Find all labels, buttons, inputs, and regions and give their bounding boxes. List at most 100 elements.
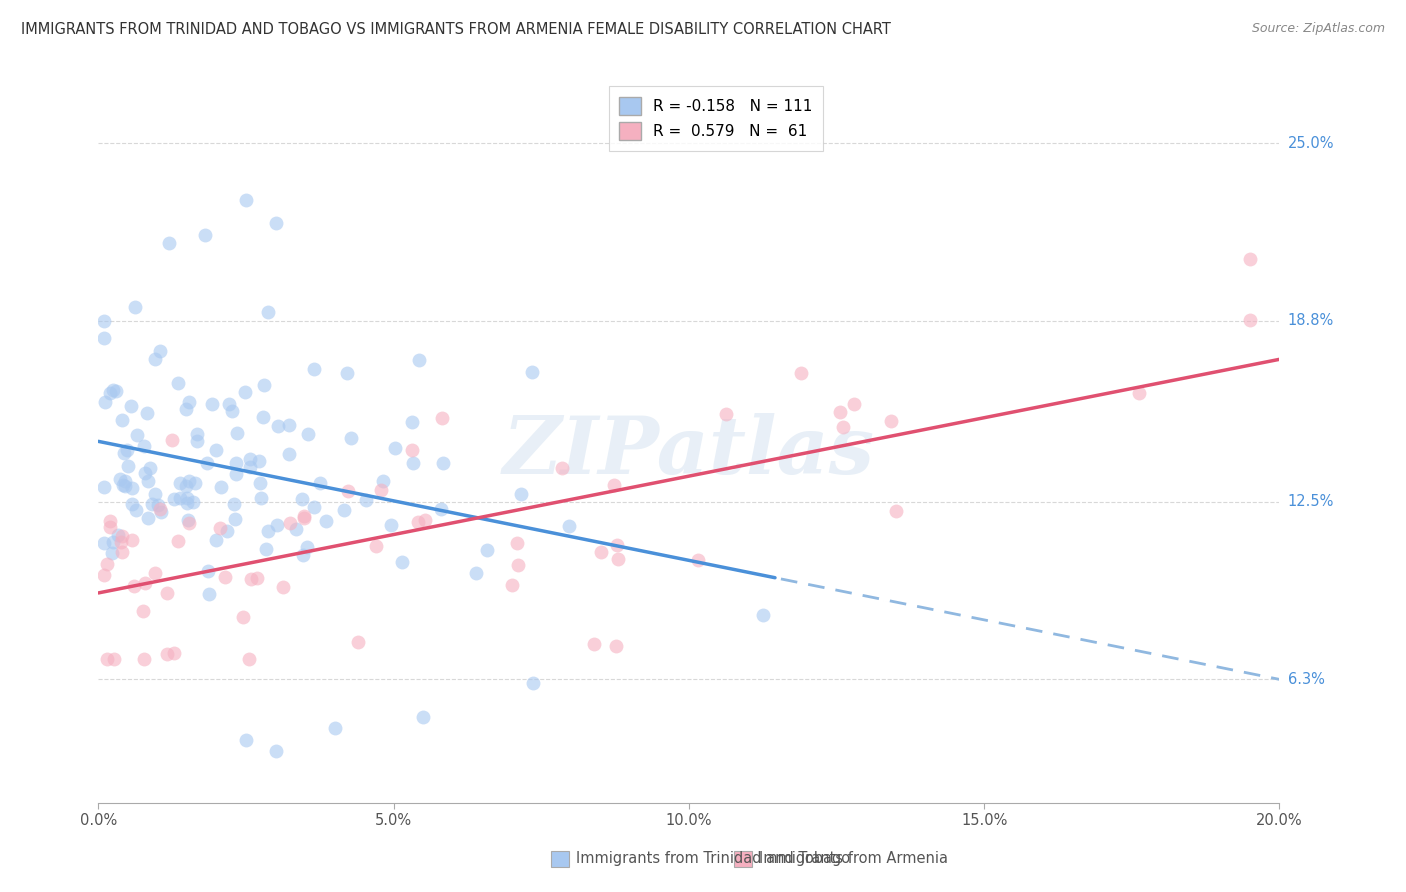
Point — [195, 456, 218, 470]
Point — [520, 365, 543, 379]
Point — [354, 492, 377, 507]
Point — [607, 552, 630, 566]
Point — [506, 535, 529, 549]
Point — [256, 305, 278, 319]
Point — [132, 438, 155, 452]
Point — [370, 483, 392, 497]
Point — [146, 498, 169, 512]
Point — [384, 442, 406, 456]
Point — [246, 571, 269, 585]
Point — [253, 378, 276, 392]
Point — [238, 652, 260, 666]
Point — [174, 479, 197, 493]
Point — [294, 508, 316, 523]
Point — [107, 528, 129, 542]
Point — [115, 442, 138, 457]
Point — [373, 474, 395, 488]
Point — [150, 505, 173, 519]
Point — [501, 578, 523, 592]
Point — [247, 454, 270, 468]
Point — [551, 461, 574, 475]
Point — [108, 472, 131, 486]
Point — [271, 581, 294, 595]
Point — [121, 497, 143, 511]
Point — [194, 227, 217, 242]
Point — [93, 480, 115, 494]
Point — [141, 497, 163, 511]
Text: ZIPatlas: ZIPatlas — [503, 413, 875, 491]
Point — [214, 570, 236, 584]
Point — [111, 529, 134, 543]
Point — [277, 447, 299, 461]
Point — [215, 524, 238, 539]
Point — [391, 555, 413, 569]
Point — [117, 459, 139, 474]
Point — [1128, 386, 1150, 401]
Point — [291, 548, 314, 562]
Point — [149, 343, 172, 358]
Point — [101, 535, 124, 549]
Point — [522, 675, 544, 690]
Text: Immigrants from Trinidad and Tobago: Immigrants from Trinidad and Tobago — [576, 851, 851, 866]
Point — [714, 408, 737, 422]
Point — [380, 518, 402, 533]
Point — [111, 478, 134, 492]
Point — [132, 604, 155, 618]
Point — [127, 428, 149, 442]
Point — [104, 384, 127, 398]
Point — [124, 300, 146, 314]
Point — [605, 639, 627, 653]
Point — [134, 652, 156, 666]
Point — [254, 542, 277, 557]
Point — [277, 417, 299, 432]
Point — [225, 467, 247, 481]
Point — [221, 404, 243, 418]
Text: Immigrants from Armenia: Immigrants from Armenia — [759, 851, 948, 866]
Point — [315, 514, 337, 528]
Point — [176, 401, 198, 416]
Point — [160, 433, 183, 447]
Point — [225, 457, 247, 471]
Point — [120, 399, 142, 413]
Point — [239, 572, 262, 586]
Point — [239, 452, 262, 467]
Point — [432, 457, 454, 471]
Legend: R = -0.158   N = 111, R =  0.579   N =  61: R = -0.158 N = 111, R = 0.579 N = 61 — [609, 87, 823, 151]
Point — [93, 567, 115, 582]
Point — [136, 406, 159, 420]
Point — [413, 513, 436, 527]
Point — [98, 514, 121, 528]
Point — [309, 475, 332, 490]
Point — [93, 536, 115, 550]
Point — [752, 607, 775, 622]
Text: IMMIGRANTS FROM TRINIDAD AND TOBAGO VS IMMIGRANTS FROM ARMENIA FEMALE DISABILITY: IMMIGRANTS FROM TRINIDAD AND TOBAGO VS I… — [21, 22, 891, 37]
Point — [235, 194, 257, 208]
Point — [143, 487, 166, 501]
Point — [842, 397, 865, 411]
Point — [880, 414, 903, 428]
Point — [266, 518, 288, 533]
Point — [252, 409, 274, 424]
Point — [257, 524, 280, 539]
Point — [98, 520, 121, 534]
Text: Source: ZipAtlas.com: Source: ZipAtlas.com — [1251, 22, 1385, 36]
Point — [790, 367, 813, 381]
Point — [143, 351, 166, 366]
Point — [884, 504, 907, 518]
Point — [297, 540, 319, 554]
Point — [339, 431, 361, 445]
Point — [558, 519, 581, 533]
Point — [110, 535, 132, 549]
Point — [477, 542, 499, 557]
Y-axis label: Female Disability: Female Disability — [0, 375, 7, 500]
Point — [430, 411, 453, 425]
Point — [138, 461, 160, 475]
Point — [169, 491, 191, 505]
Point — [176, 491, 198, 506]
Point — [111, 545, 134, 559]
Point — [205, 533, 228, 547]
Point — [264, 744, 287, 758]
Point — [583, 637, 606, 651]
Point — [292, 510, 315, 524]
Point — [235, 732, 257, 747]
